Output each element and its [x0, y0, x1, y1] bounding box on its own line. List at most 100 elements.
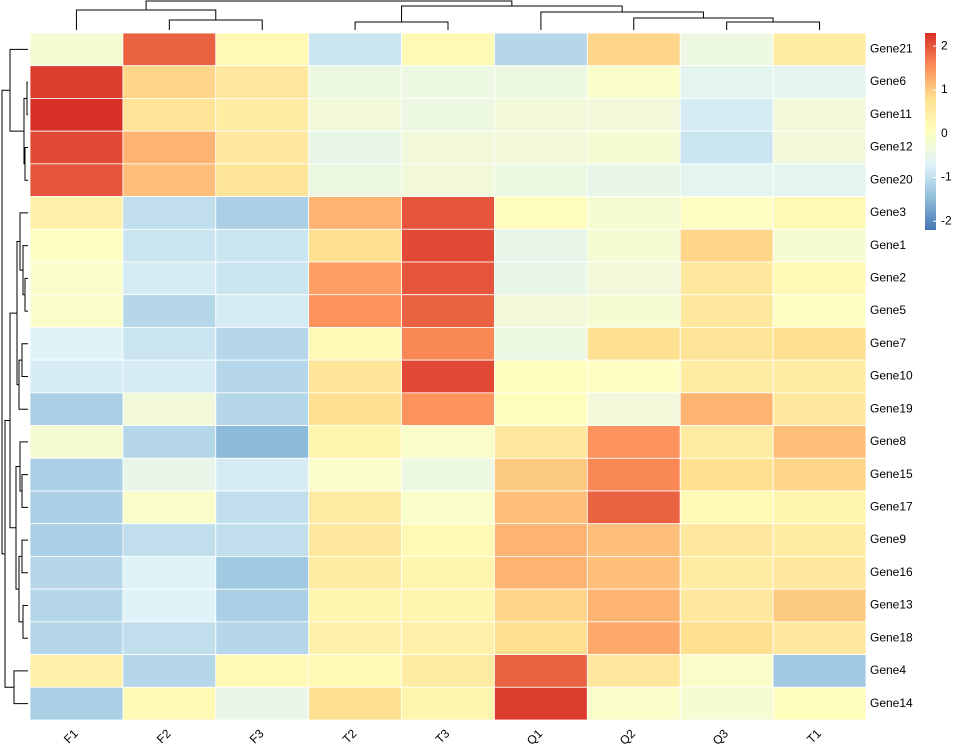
heatmap-cell	[215, 556, 310, 590]
heatmap-cell	[494, 523, 588, 557]
heatmap-cell	[679, 196, 774, 230]
heatmap-cell	[494, 163, 588, 197]
heatmap-cell	[586, 392, 681, 426]
heatmap-cell	[308, 654, 402, 688]
dendrogram-branch	[1, 89, 10, 555]
row-label: Gene8	[870, 434, 906, 448]
heatmap-cell	[494, 556, 588, 590]
heatmap-cell	[401, 556, 495, 590]
heatmap-cell	[494, 425, 588, 459]
heatmap-cell	[772, 654, 867, 688]
heatmap-cell	[679, 686, 774, 721]
row-label: Gene4	[870, 663, 906, 677]
heatmap-cell	[679, 490, 774, 525]
heatmap-cell	[122, 621, 217, 655]
heatmap-cell	[308, 457, 402, 492]
heatmap-cell	[494, 32, 588, 67]
heatmap-cell	[772, 621, 867, 655]
heatmap-cell	[494, 457, 588, 492]
row-label: Gene11	[870, 107, 912, 121]
row-label: Gene18	[870, 630, 913, 644]
row-label: Gene14	[870, 696, 913, 710]
heatmap-cell	[401, 98, 495, 132]
dendrogram-branch	[19, 441, 28, 492]
heatmap-cell	[401, 65, 495, 99]
heatmap-cell	[401, 588, 495, 623]
heatmap-cell	[401, 130, 495, 165]
heatmap-cell	[586, 654, 681, 688]
heatmap-cell	[29, 654, 124, 688]
dendrogram-branch	[22, 605, 28, 639]
heatmap-cell	[215, 130, 310, 165]
heatmap-cell	[29, 98, 124, 132]
heatmap-cell	[494, 392, 588, 426]
dendrogram-branch	[19, 212, 28, 271]
heatmap-cell	[308, 425, 402, 459]
heatmap-cell	[679, 130, 774, 165]
heatmap-cell	[772, 425, 867, 459]
heatmap-cell	[494, 228, 588, 263]
heatmap-cell	[494, 261, 588, 296]
heatmap-cell	[29, 359, 124, 394]
heatmap-cell	[586, 130, 681, 165]
heatmap-cell	[679, 359, 774, 394]
heatmap-cell	[29, 523, 124, 557]
heatmap-cell	[494, 490, 588, 525]
heatmap-cell	[29, 163, 124, 197]
heatmap-cell	[122, 130, 217, 165]
dendrogram-branch	[13, 670, 28, 705]
column-label: F3	[247, 726, 267, 746]
heatmap-cell	[586, 327, 681, 361]
heatmap-cell	[401, 294, 495, 328]
heatmap-cell	[122, 32, 217, 67]
colorbar-tick-label: 2	[941, 38, 948, 52]
heatmap-cell	[308, 163, 402, 197]
heatmap-cell	[586, 523, 681, 557]
heatmap-cell	[122, 261, 217, 296]
dendrogram-branch	[18, 359, 28, 410]
heatmap-cell	[29, 392, 124, 426]
heatmap-cell	[586, 163, 681, 197]
heatmap-cell	[308, 130, 402, 165]
heatmap-cell	[586, 294, 681, 328]
heatmap-cell	[308, 686, 402, 721]
heatmap-cell	[29, 65, 124, 99]
heatmap-cell	[401, 425, 495, 459]
heatmap-cell	[679, 556, 774, 590]
heatmap-cell	[586, 228, 681, 263]
heatmap-cell	[401, 163, 495, 197]
heatmap-cell	[586, 65, 681, 99]
dendrogram-branch	[354, 21, 449, 30]
heatmap-cell	[401, 32, 495, 67]
heatmap-cell	[308, 327, 402, 361]
colorbar-tick-label: -2	[941, 213, 952, 227]
heatmap-cell	[586, 457, 681, 492]
heatmap-cell	[308, 98, 402, 132]
heatmap-cell	[401, 261, 495, 296]
heatmap-cell	[29, 32, 124, 67]
heatmap-cell	[122, 588, 217, 623]
row-label: Gene3	[870, 205, 906, 219]
heatmap-cell	[308, 490, 402, 525]
heatmap-cell	[679, 65, 774, 99]
row-label: Gene20	[870, 172, 913, 186]
heatmap-cell	[215, 457, 310, 492]
heatmap-cell	[494, 654, 588, 688]
heatmap-cell	[215, 523, 310, 557]
heatmap-cell	[586, 556, 681, 590]
heatmap-cell	[122, 294, 217, 328]
heatmap-cell	[308, 196, 402, 230]
heatmap-cell	[215, 686, 310, 721]
row-label: Gene12	[870, 140, 913, 154]
row-label: Gene7	[870, 336, 906, 350]
heatmap-cell	[586, 32, 681, 67]
dendrogram-branch	[21, 539, 28, 574]
heatmap-cell	[679, 32, 774, 67]
heatmap-cell	[401, 490, 495, 525]
heatmap-cell	[29, 556, 124, 590]
row-label: Gene13	[870, 598, 913, 612]
heatmap-cell	[772, 556, 867, 590]
heatmap-cell	[401, 686, 495, 721]
heatmap-cell	[308, 261, 402, 296]
column-label: Q2	[617, 726, 638, 746]
